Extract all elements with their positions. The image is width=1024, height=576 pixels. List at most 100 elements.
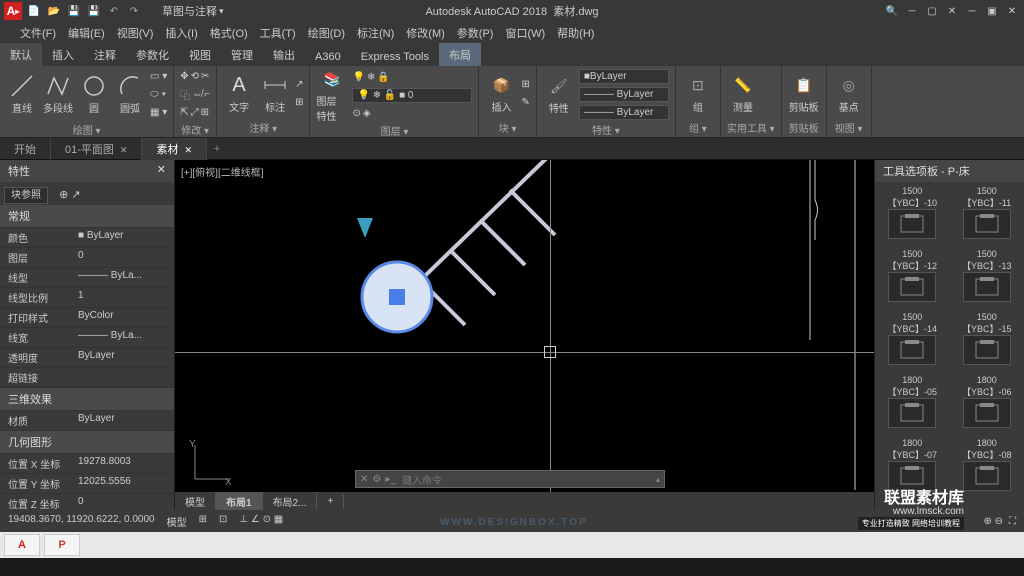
dim-button[interactable]: 标注 [259, 73, 291, 114]
menu-edit[interactable]: 编辑(E) [68, 25, 105, 41]
line-button[interactable]: 直线 [6, 74, 38, 115]
menu-file[interactable]: 文件(F) [20, 25, 56, 41]
snap-icon[interactable]: ⊡ [219, 514, 227, 529]
workspace-label[interactable]: 草图与注释 [162, 3, 217, 19]
menu-modify[interactable]: 修改(M) [406, 25, 445, 41]
measure-button[interactable]: 📏测量 [727, 73, 759, 114]
props-section[interactable]: 三维效果 [0, 388, 174, 411]
close-icon[interactable]: ✕ [944, 4, 960, 18]
panel-close-icon[interactable]: ✕ [157, 163, 166, 179]
props-row[interactable]: 透明度ByLayer [0, 348, 174, 368]
array-icon[interactable]: ⊞ [201, 107, 209, 118]
taskbar-autocad[interactable]: A [4, 534, 40, 556]
menu-view[interactable]: 视图(V) [117, 25, 154, 41]
props-row[interactable]: 位置 Z 坐标0 [0, 494, 174, 510]
circle-button[interactable]: 圆 [78, 74, 110, 115]
stretch-icon[interactable]: ⇱ [180, 107, 188, 118]
grid-icon[interactable]: ⊞ [199, 514, 207, 529]
group-button[interactable]: ⊡组 [682, 73, 714, 114]
drawing-canvas[interactable]: [+][俯视][二维线框] XY ✕ [175, 160, 874, 510]
minimize-icon[interactable]: ─ [904, 4, 920, 18]
layout-tab-1[interactable]: 布局1 [216, 492, 263, 511]
block-create-icon[interactable]: ⊞ [521, 76, 529, 93]
lineweight-combo[interactable]: ——— ByLayer [579, 87, 669, 102]
ribbon-tab-a360[interactable]: A360 [305, 47, 351, 66]
maximize-icon[interactable]: ▢ [924, 4, 940, 18]
layer-freeze-icon[interactable]: ❄ [367, 72, 375, 83]
minimize2-icon[interactable]: ─ [964, 4, 980, 18]
cmd-config-icon[interactable]: ⚙ [372, 474, 381, 485]
tool-palette-item[interactable]: 1500【YBC】-15 [950, 308, 1024, 371]
linetype-combo[interactable]: ——— ByLayer [579, 105, 669, 120]
fullscreen-icon[interactable]: ⛶ [1009, 516, 1016, 527]
menu-window[interactable]: 窗口(W) [505, 25, 545, 41]
fillet-icon[interactable]: ⌐ [204, 89, 210, 100]
scale-icon[interactable]: ⤢ [191, 107, 199, 118]
table-icon[interactable]: ⊞ [295, 94, 303, 111]
layout-tab-model[interactable]: 模型 [175, 492, 216, 511]
search-icon[interactable]: 🔍 [884, 4, 900, 18]
ribbon-tab-param[interactable]: 参数化 [126, 43, 179, 66]
props-row[interactable]: 线型比例1 [0, 288, 174, 308]
menu-param[interactable]: 参数(P) [457, 25, 494, 41]
menu-tools[interactable]: 工具(T) [260, 25, 296, 41]
paste-button[interactable]: 📋剪贴板 [788, 73, 820, 114]
props-section[interactable]: 几何图形 [0, 431, 174, 454]
props-row[interactable]: 打印样式ByColor [0, 308, 174, 328]
move-icon[interactable]: ✥ [180, 71, 188, 82]
ribbon-tab-layout[interactable]: 布局 [439, 43, 481, 66]
tool-palette-item[interactable]: 1800【YBC】-08 [950, 434, 1024, 497]
layer-iso-icon[interactable]: ◈ [363, 108, 371, 119]
basepoint-button[interactable]: ◎基点 [833, 73, 865, 114]
text-button[interactable]: A文字 [223, 73, 255, 114]
menu-insert[interactable]: 插入(I) [165, 25, 197, 41]
tool-palette-item[interactable]: 1800【YBC】-07 [875, 434, 950, 497]
doctab-start[interactable]: 开始 [0, 138, 51, 160]
ribbon-tab-express[interactable]: Express Tools [351, 47, 439, 66]
cmd-close-icon[interactable]: ✕ [360, 474, 368, 485]
undo-icon[interactable]: ↶ [106, 3, 122, 19]
arc-button[interactable]: 圆弧 [114, 74, 146, 115]
props-row[interactable]: 超链接 [0, 368, 174, 388]
saveas-icon[interactable]: 💾 [86, 3, 102, 19]
tool-palette-item[interactable]: 1500【YBC】-14 [875, 308, 950, 371]
command-line[interactable]: ✕ ⚙ ▸_ 键入命令 ▴ [355, 470, 665, 488]
menu-draw[interactable]: 绘图(D) [308, 25, 345, 41]
menu-dim[interactable]: 标注(N) [357, 25, 394, 41]
app-logo[interactable]: A▸ [4, 2, 22, 20]
grip-handle[interactable] [389, 289, 405, 305]
qselect-icon[interactable]: ⊕ [59, 189, 68, 201]
props-row[interactable]: 图层0 [0, 248, 174, 268]
tool-palette-item[interactable]: 1500【YBC】-12 [875, 245, 950, 308]
match-props-button[interactable]: 🖌特性 [543, 74, 575, 115]
layer-props-button[interactable]: 📚图层 特性 [316, 67, 348, 123]
copy-icon[interactable]: ⿻ [180, 87, 190, 102]
ribbon-tab-manage[interactable]: 管理 [221, 43, 263, 66]
props-row[interactable]: 颜色■ ByLayer [0, 228, 174, 248]
tool-palette-item[interactable]: 1800【YBC】-06 [950, 371, 1024, 434]
block-edit-icon[interactable]: ✎ [521, 94, 529, 111]
props-row[interactable]: 材质ByLayer [0, 411, 174, 431]
insert-button[interactable]: 📦插入 [485, 73, 517, 114]
props-row[interactable]: 位置 X 坐标19278.8003 [0, 454, 174, 474]
rect-icon[interactable]: ▭ ▾ [150, 68, 167, 85]
taskbar-powerpoint[interactable]: P [44, 534, 80, 556]
ribbon-tab-output[interactable]: 输出 [263, 43, 305, 66]
mode-display[interactable]: 模型 [167, 514, 187, 529]
layer-lock-icon[interactable]: 🔒 [377, 72, 389, 83]
properties-selector[interactable]: 块参照 [4, 187, 48, 204]
layer-on-icon[interactable]: 💡 [352, 72, 364, 83]
props-section[interactable]: 常规 [0, 205, 174, 228]
doctab-add[interactable]: + [207, 143, 227, 155]
props-row[interactable]: 位置 Y 坐标12025.5556 [0, 474, 174, 494]
open-icon[interactable]: 📂 [46, 3, 62, 19]
hatch-icon[interactable]: ▦ ▾ [150, 104, 167, 121]
zoom-icon[interactable]: ⊕ ⊖ [983, 516, 1003, 527]
new-icon[interactable]: 📄 [26, 3, 42, 19]
ribbon-tab-insert[interactable]: 插入 [42, 43, 84, 66]
leader-icon[interactable]: ↗ [295, 76, 303, 93]
ribbon-tab-annotate[interactable]: 注释 [84, 43, 126, 66]
menu-format[interactable]: 格式(O) [210, 25, 248, 41]
close-icon[interactable]: ✕ [184, 145, 192, 155]
menu-help[interactable]: 帮助(H) [557, 25, 594, 41]
